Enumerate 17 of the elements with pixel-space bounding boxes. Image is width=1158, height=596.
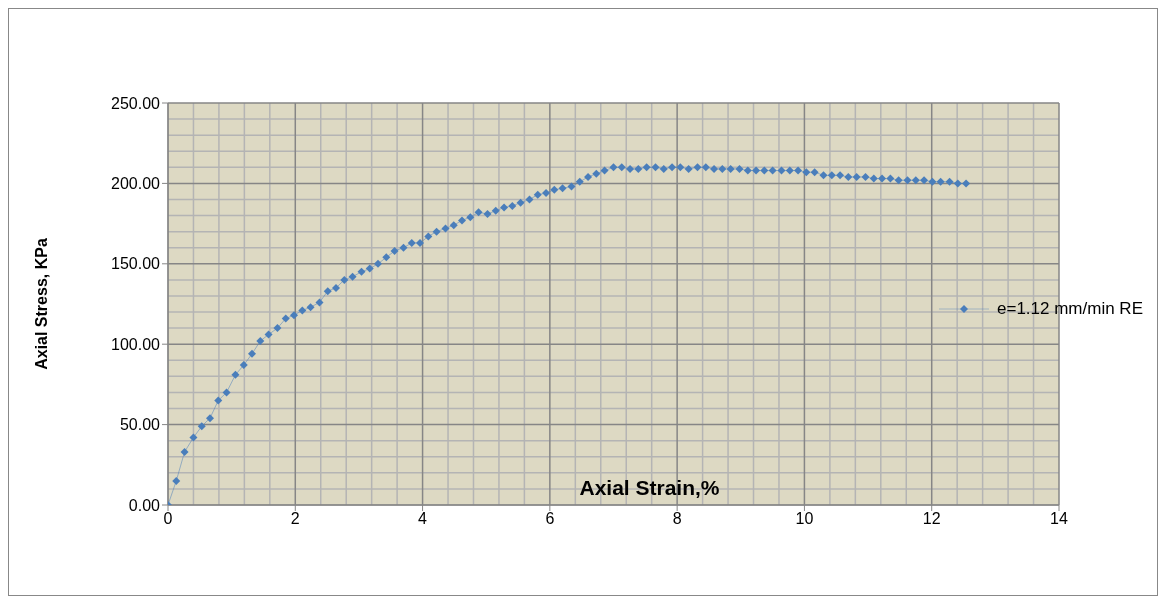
y-tick-label: 200.00 <box>111 175 161 193</box>
x-tick-label: 8 <box>672 510 682 528</box>
y-tick-label: 0.00 <box>128 496 161 514</box>
y-axis-title: Axial Stress, KPa <box>32 238 50 370</box>
x-tick-label: 0 <box>163 510 173 528</box>
x-tick-label: 10 <box>795 510 814 528</box>
x-tick-label: 6 <box>545 510 555 528</box>
legend-label: e=1.12 mm/min RE <box>997 299 1143 319</box>
x-axis-title: Axial Strain,% <box>579 476 720 499</box>
y-tick-label: 250.00 <box>111 94 161 112</box>
x-tick-label: 4 <box>418 510 428 528</box>
x-tick-label: 14 <box>1050 510 1068 528</box>
y-tick-label: 150.00 <box>111 255 161 273</box>
x-tick-label: 2 <box>290 510 300 528</box>
y-tick-label: 100.00 <box>111 335 161 353</box>
x-tick-label: 12 <box>922 510 941 528</box>
y-tick-label: 50.00 <box>119 416 161 434</box>
